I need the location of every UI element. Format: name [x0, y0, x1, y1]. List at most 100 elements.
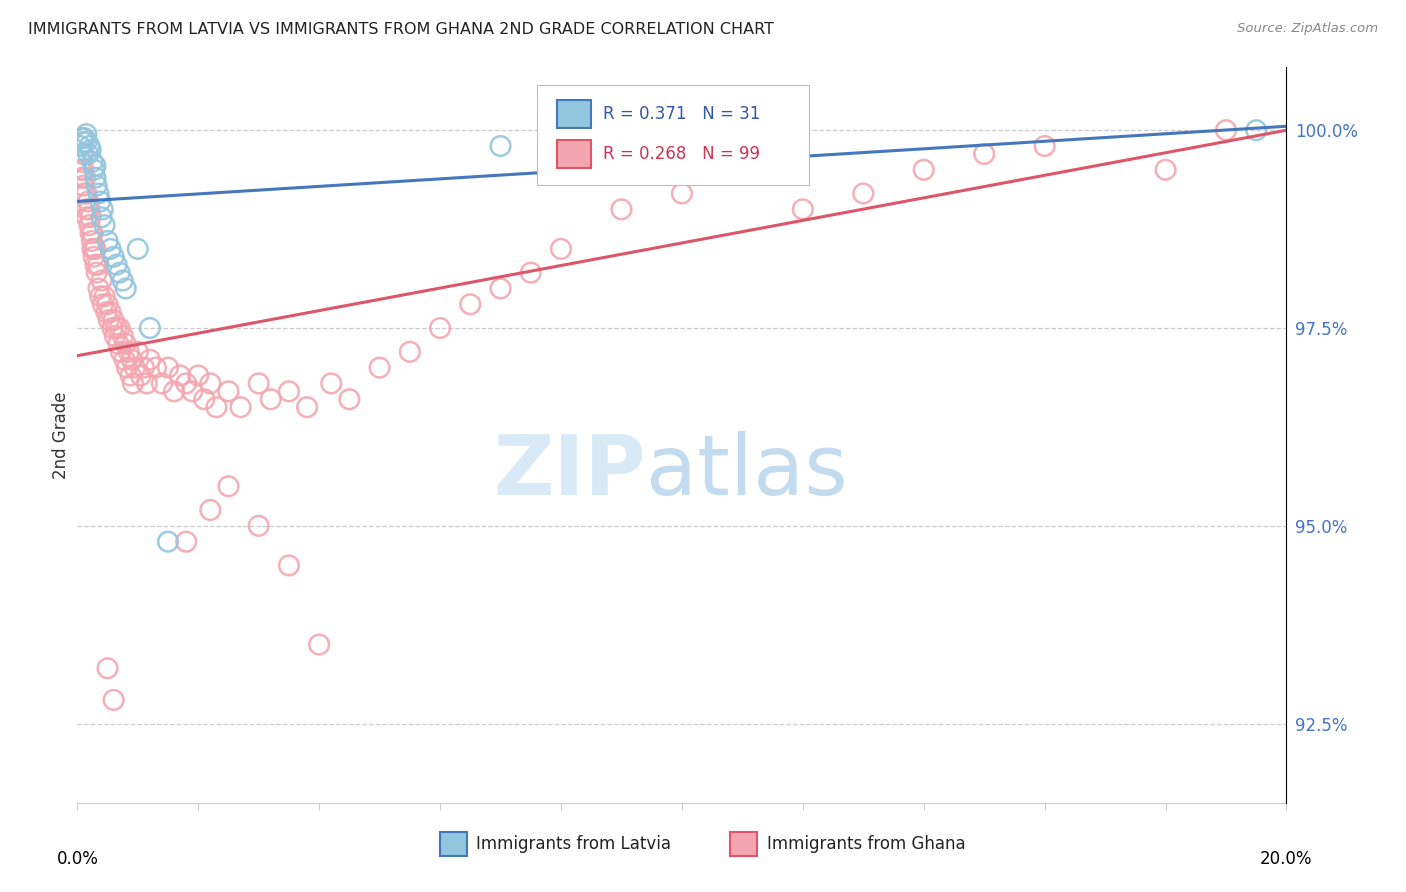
Point — [731, 162, 754, 177]
Point — [163, 384, 186, 399]
Point — [107, 336, 129, 351]
Point — [103, 250, 125, 264]
Point — [139, 352, 162, 367]
Point — [368, 360, 391, 375]
Point — [187, 368, 209, 383]
FancyBboxPatch shape — [557, 140, 592, 168]
Point — [82, 242, 104, 256]
Point — [101, 321, 124, 335]
Point — [72, 178, 94, 193]
Point — [169, 368, 191, 383]
Point — [108, 266, 131, 280]
Point — [295, 400, 318, 414]
Point — [193, 392, 215, 407]
FancyBboxPatch shape — [440, 832, 467, 855]
Text: Source: ZipAtlas.com: Source: ZipAtlas.com — [1237, 22, 1378, 36]
Point — [89, 194, 111, 209]
FancyBboxPatch shape — [730, 832, 756, 855]
Point — [97, 313, 120, 327]
Text: ZIP: ZIP — [494, 431, 645, 512]
Point — [89, 289, 111, 303]
Point — [174, 534, 197, 549]
Point — [84, 242, 107, 256]
Point — [79, 211, 101, 225]
Point — [852, 186, 875, 201]
Point — [83, 242, 105, 256]
Point — [229, 400, 252, 414]
Point — [82, 154, 104, 169]
Point — [429, 321, 451, 335]
Point — [91, 202, 114, 217]
Point — [93, 289, 115, 303]
Point — [103, 693, 125, 707]
Point — [278, 558, 301, 573]
Point — [73, 131, 96, 145]
Point — [79, 202, 101, 217]
Point — [973, 147, 995, 161]
Point — [111, 274, 134, 288]
Point — [103, 313, 125, 327]
FancyBboxPatch shape — [557, 100, 592, 128]
Point — [129, 368, 152, 383]
Point — [200, 503, 222, 517]
Point — [104, 329, 127, 343]
Point — [610, 202, 633, 217]
Text: 20.0%: 20.0% — [1260, 850, 1313, 868]
Point — [308, 638, 330, 652]
Point — [247, 376, 270, 391]
Point — [122, 376, 145, 391]
Text: Immigrants from Latvia: Immigrants from Latvia — [477, 835, 671, 853]
Point — [79, 143, 101, 157]
Point — [912, 162, 935, 177]
Point — [1246, 123, 1268, 137]
Point — [86, 266, 108, 280]
Point — [69, 162, 91, 177]
Point — [96, 305, 118, 319]
Point — [91, 297, 114, 311]
Point — [792, 202, 814, 217]
Point — [90, 274, 112, 288]
Text: R = 0.371   N = 31: R = 0.371 N = 31 — [603, 105, 761, 123]
Point — [157, 360, 180, 375]
Point — [100, 242, 122, 256]
Point — [157, 534, 180, 549]
Point — [111, 329, 134, 343]
Point — [278, 384, 301, 399]
Point — [77, 194, 100, 209]
Point — [73, 186, 96, 201]
Point — [489, 281, 512, 295]
Point — [96, 661, 118, 675]
Point — [69, 139, 91, 153]
Point — [205, 400, 228, 414]
Text: atlas: atlas — [645, 431, 848, 512]
Point — [84, 159, 107, 173]
Point — [84, 258, 107, 272]
Text: IMMIGRANTS FROM LATVIA VS IMMIGRANTS FROM GHANA 2ND GRADE CORRELATION CHART: IMMIGRANTS FROM LATVIA VS IMMIGRANTS FRO… — [28, 22, 775, 37]
Point — [70, 154, 93, 169]
Point — [77, 147, 100, 161]
Point — [87, 186, 110, 201]
Point — [174, 376, 197, 391]
Point — [75, 127, 97, 141]
Point — [76, 211, 98, 225]
Point — [75, 135, 97, 149]
Text: 0.0%: 0.0% — [56, 850, 98, 868]
Point — [1215, 123, 1237, 137]
Point — [105, 321, 128, 335]
Point — [93, 218, 115, 232]
Point — [70, 131, 93, 145]
Point — [127, 242, 149, 256]
Point — [135, 376, 157, 391]
Point — [321, 376, 343, 391]
Point — [145, 360, 167, 375]
Point — [489, 139, 512, 153]
Point — [139, 321, 162, 335]
FancyBboxPatch shape — [537, 86, 808, 185]
Text: R = 0.268   N = 99: R = 0.268 N = 99 — [603, 145, 761, 162]
Point — [83, 250, 105, 264]
Point — [671, 186, 693, 201]
Point — [83, 162, 105, 177]
Point — [458, 297, 481, 311]
Point — [114, 336, 136, 351]
Point — [115, 360, 138, 375]
